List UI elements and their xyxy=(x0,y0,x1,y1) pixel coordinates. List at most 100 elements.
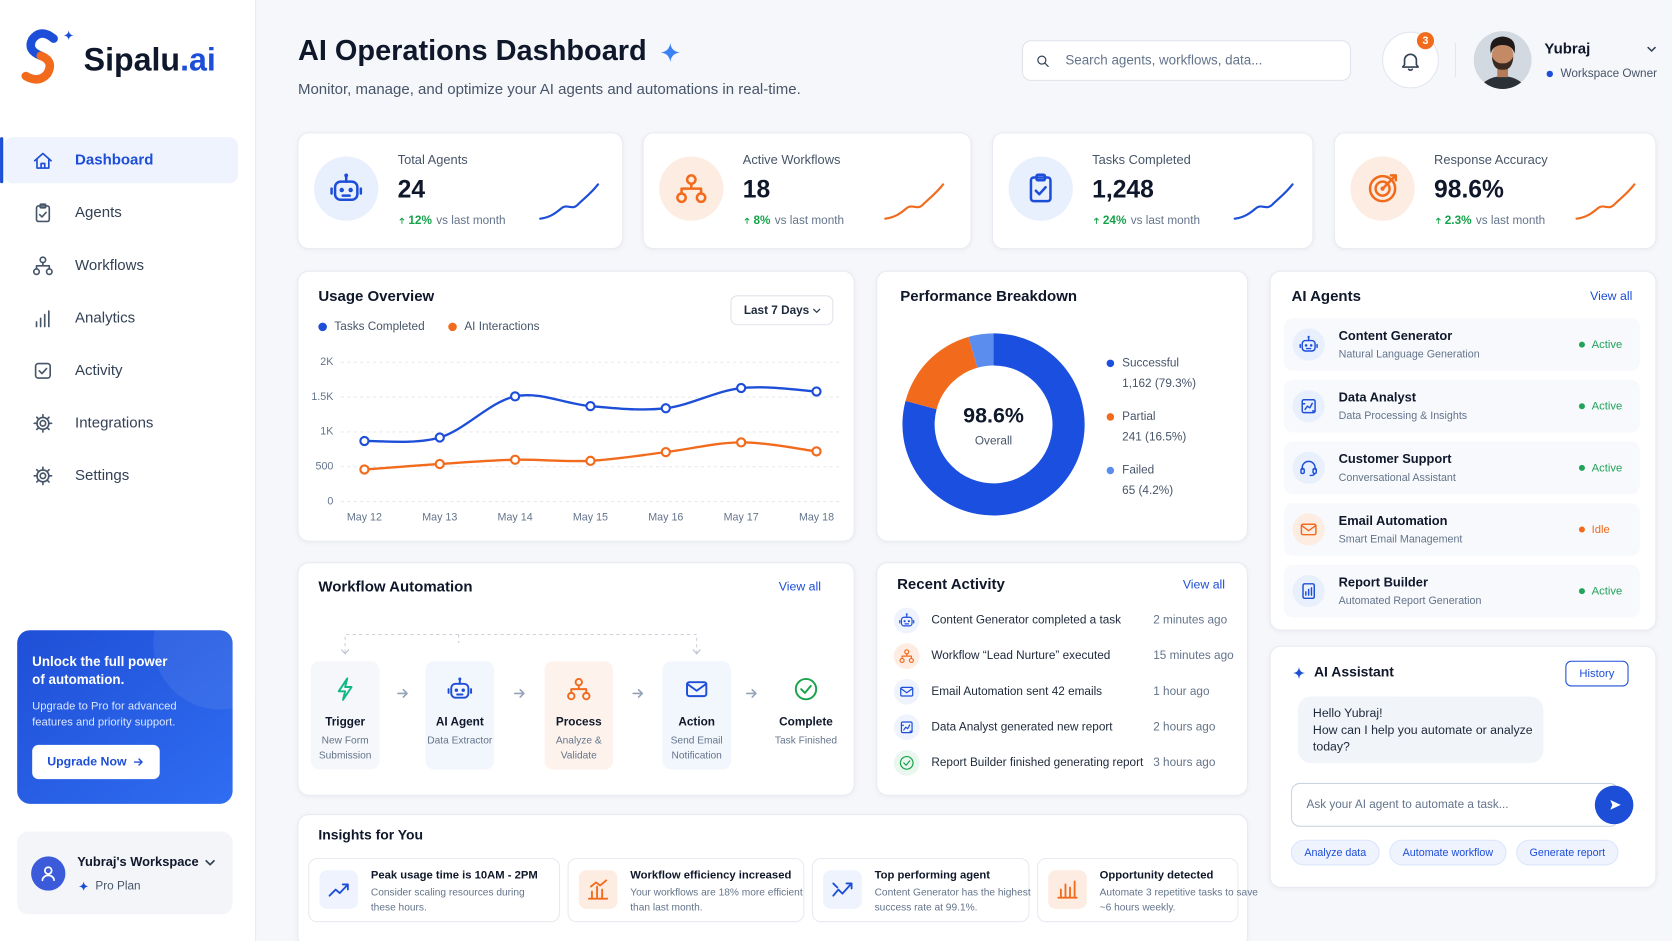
icon-part xyxy=(36,158,50,169)
range-label[interactable]: Last 7 Days xyxy=(744,304,810,317)
suggestion-label[interactable]: Automate workflow xyxy=(1403,847,1494,859)
step-detail: Notification xyxy=(672,750,722,761)
upgrade-button[interactable] xyxy=(32,744,160,780)
suggestion-label[interactable]: Generate report xyxy=(1530,847,1606,859)
stat-value: 18 xyxy=(743,176,770,203)
donut-center-value: 98.6% xyxy=(963,404,1024,428)
agent-row[interactable] xyxy=(1283,564,1640,618)
notification-count: 3 xyxy=(1422,35,1428,47)
y-tick-label: 1.5K xyxy=(311,391,334,403)
icon-part xyxy=(38,367,48,375)
agent-name: Customer Support xyxy=(1339,451,1453,466)
x-tick-label: May 13 xyxy=(422,511,457,523)
icon xyxy=(1037,55,1049,68)
icon-part xyxy=(399,217,405,224)
icon-part xyxy=(1401,53,1420,68)
x-tick-label: May 12 xyxy=(347,511,382,523)
icon-part xyxy=(330,175,363,197)
icon xyxy=(900,686,914,697)
nav-item[interactable]: Integrations xyxy=(75,414,153,431)
icon-part xyxy=(447,679,473,696)
workspace-card[interactable] xyxy=(17,831,233,915)
view-all-link[interactable]: View all xyxy=(1183,577,1225,591)
icon-part xyxy=(458,677,462,681)
icon xyxy=(1647,46,1656,52)
icon xyxy=(205,859,215,866)
nav-item[interactable]: Agents xyxy=(75,204,122,221)
insight-icon-bg xyxy=(319,870,358,909)
nav-indicator xyxy=(0,137,4,184)
insight-card[interactable] xyxy=(1036,857,1239,923)
icon-part xyxy=(813,308,821,313)
stat-icon-bg xyxy=(1008,156,1073,221)
card-title: AI Assistant xyxy=(1314,664,1394,680)
step-box[interactable] xyxy=(662,661,731,770)
suggestion-chip[interactable] xyxy=(1290,839,1380,866)
promo-title: Unlock the full power xyxy=(32,654,167,669)
chat-bubble xyxy=(1297,696,1544,764)
sparkline xyxy=(1233,183,1294,220)
icon-part xyxy=(33,466,53,486)
stat-change: 12% xyxy=(408,214,432,227)
agent-row[interactable] xyxy=(1283,441,1640,495)
data-point xyxy=(585,455,596,466)
icon-part xyxy=(686,682,708,692)
agent-row[interactable] xyxy=(1283,503,1640,556)
range-dropdown[interactable] xyxy=(730,295,834,326)
icon-part xyxy=(1301,403,1316,412)
history-label[interactable]: History xyxy=(1579,668,1614,680)
nav-item[interactable]: Analytics xyxy=(75,309,135,326)
insight-text: than last month. xyxy=(630,902,702,913)
page-title: AI Operations Dashboard xyxy=(298,35,647,67)
insight-card[interactable] xyxy=(567,857,805,923)
sparkline xyxy=(539,183,600,220)
suggestion-chip[interactable] xyxy=(1516,839,1619,866)
icon-part xyxy=(570,684,588,694)
icon xyxy=(1610,800,1621,810)
legend-label: AI Interactions xyxy=(464,320,539,333)
nav-item[interactable]: Workflows xyxy=(75,257,144,274)
activity-time: 2 hours ago xyxy=(1153,720,1216,733)
avatar-face xyxy=(1491,42,1514,69)
icon-part xyxy=(328,883,349,897)
view-all-link[interactable]: View all xyxy=(1590,289,1632,303)
nav-item[interactable]: Activity xyxy=(75,362,123,379)
nav-item[interactable]: Settings xyxy=(75,467,129,484)
activity-time: 15 minutes ago xyxy=(1153,649,1234,662)
step-box[interactable] xyxy=(425,661,495,770)
icon-part xyxy=(1304,344,1308,347)
activity-icon-bg xyxy=(893,678,920,705)
icon-part xyxy=(454,688,459,692)
agent-row[interactable] xyxy=(1283,318,1640,371)
icon-part xyxy=(1034,185,1047,196)
step-box[interactable] xyxy=(310,661,380,770)
insight-card[interactable] xyxy=(308,857,561,923)
suggestion-label[interactable]: Analyze data xyxy=(1304,847,1366,859)
step-box[interactable] xyxy=(544,661,614,770)
stat-note: vs last month xyxy=(1131,214,1200,227)
suggestion-chip[interactable] xyxy=(1389,839,1507,866)
agent-description: Automated Report Generation xyxy=(1339,595,1482,607)
status-dot xyxy=(1578,588,1585,595)
icon-part xyxy=(513,688,525,698)
icon xyxy=(686,681,708,698)
history-button[interactable] xyxy=(1565,660,1629,687)
icon-part xyxy=(907,620,910,623)
icon xyxy=(676,174,707,204)
icon xyxy=(832,882,853,897)
icon-part xyxy=(901,653,912,660)
insight-text: Consider scaling resources during xyxy=(371,887,525,898)
view-all-link[interactable]: View all xyxy=(779,580,821,594)
search-box[interactable] xyxy=(1021,40,1351,81)
stat-icon-bg xyxy=(314,156,379,221)
agent-description: Natural Language Generation xyxy=(1339,349,1480,361)
avatar-neck xyxy=(1497,64,1508,78)
icon-part xyxy=(35,261,51,270)
agent-icon-bg xyxy=(1292,328,1325,361)
insight-card[interactable] xyxy=(811,857,1030,923)
upgrade-label[interactable]: Upgrade Now xyxy=(47,754,127,768)
agent-row[interactable] xyxy=(1283,379,1640,433)
agent-status: Active xyxy=(1592,401,1623,413)
nav-item[interactable]: Dashboard xyxy=(75,152,153,169)
nav-active xyxy=(4,137,238,184)
